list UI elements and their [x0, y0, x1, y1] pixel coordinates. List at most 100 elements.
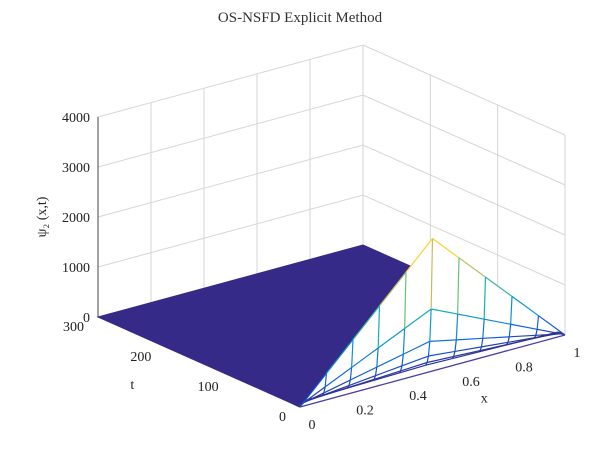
mesh-line — [483, 277, 487, 320]
x-tick-label: 0.6 — [462, 375, 480, 390]
mesh-line — [504, 344, 507, 346]
z-tick-label: 2000 — [62, 211, 90, 226]
grid-line — [97, 94, 566, 186]
mesh-line — [456, 337, 483, 341]
mesh-line — [479, 346, 483, 351]
mesh-line — [401, 354, 404, 366]
mesh-line — [347, 378, 375, 389]
x-tick-label: 0.2 — [356, 404, 374, 419]
mesh-line — [299, 334, 566, 408]
z-tick-label: 3000 — [62, 161, 90, 176]
mesh-line — [560, 332, 563, 335]
surface — [96, 238, 566, 408]
mesh-line — [535, 333, 563, 336]
mesh-line — [348, 379, 351, 386]
mesh-line — [347, 385, 350, 389]
front-face — [300, 238, 565, 407]
mesh-line — [320, 394, 323, 397]
mesh-line — [398, 370, 402, 374]
mesh-line — [538, 315, 566, 336]
mesh-line — [458, 257, 486, 278]
x-axis-label: x — [481, 391, 488, 406]
mesh-line — [432, 238, 460, 259]
mesh-line — [294, 404, 297, 406]
mesh-line — [299, 372, 327, 408]
mesh-line — [298, 405, 301, 408]
mesh-line — [323, 379, 351, 394]
mesh-line — [425, 357, 453, 366]
mesh-line — [510, 323, 538, 330]
mesh-line — [293, 403, 295, 406]
mesh-line — [533, 335, 537, 339]
x-tick-label: 0.4 — [409, 389, 427, 404]
mesh-line — [374, 367, 378, 376]
mesh-line — [510, 296, 513, 325]
mesh-line — [322, 384, 350, 396]
mesh-line — [562, 333, 564, 335]
axis-labels: 00.20.40.60.8101002003000100020003000400… — [35, 111, 581, 433]
mesh-line — [511, 295, 539, 317]
mesh-line — [452, 351, 479, 360]
mesh-line — [401, 355, 429, 367]
mesh-line — [427, 341, 431, 357]
mesh-line — [454, 339, 457, 352]
mesh-line — [507, 336, 510, 343]
mesh-line — [404, 308, 432, 329]
mesh-line — [508, 324, 512, 337]
mesh-line — [451, 356, 455, 359]
x-tick-label: 0 — [309, 418, 316, 433]
mesh-line — [428, 350, 456, 357]
mesh-line — [426, 355, 430, 363]
mesh-line — [431, 308, 458, 315]
x-tick-label: 0.8 — [515, 360, 533, 375]
grid-line — [97, 144, 566, 236]
x-tick-label: 1 — [574, 346, 581, 361]
mesh-line — [351, 347, 379, 368]
mesh-line — [426, 355, 454, 364]
mesh-line — [479, 343, 507, 352]
mesh-line — [455, 314, 459, 340]
mesh-line — [323, 386, 326, 394]
mesh-line — [457, 313, 485, 320]
mesh-line — [377, 305, 381, 348]
mesh-line — [485, 276, 513, 297]
mesh-line — [324, 373, 328, 387]
z-tick-label: 1000 — [62, 261, 90, 276]
mesh-line — [430, 238, 434, 310]
mesh-line — [532, 337, 535, 340]
mesh-line — [326, 339, 354, 374]
mesh-line — [350, 366, 378, 381]
mesh-line — [295, 404, 298, 407]
z-tick-label: 0 — [83, 311, 90, 326]
mesh-line — [482, 336, 510, 339]
mesh-line — [400, 365, 403, 372]
mesh-line — [559, 332, 562, 334]
mesh-line — [373, 375, 377, 380]
mesh-line — [376, 347, 379, 368]
mesh-line — [403, 340, 431, 355]
mesh-line — [478, 350, 481, 353]
mesh-line — [507, 337, 535, 343]
mesh-line — [457, 257, 460, 315]
t-tick-label: 100 — [198, 380, 219, 395]
mesh-line — [429, 308, 432, 342]
mesh-line — [506, 342, 509, 345]
mesh-line — [404, 272, 407, 329]
mesh-line — [373, 370, 401, 380]
z-tick-label: 4000 — [62, 111, 90, 126]
mesh-line — [453, 349, 481, 358]
mesh-line — [349, 367, 353, 381]
mesh-line — [348, 375, 376, 387]
mesh-line — [377, 327, 406, 349]
mesh-line — [352, 305, 380, 340]
t-tick-label: 300 — [63, 320, 84, 335]
mesh-line — [425, 362, 428, 366]
mesh-line — [324, 366, 353, 388]
mesh-line — [400, 361, 428, 372]
mesh-line — [379, 271, 407, 307]
mesh-line — [402, 328, 406, 355]
mesh-line — [484, 318, 511, 325]
mesh-line — [375, 365, 403, 377]
chart-title: OS-NSFD Explicit Method — [217, 10, 383, 26]
